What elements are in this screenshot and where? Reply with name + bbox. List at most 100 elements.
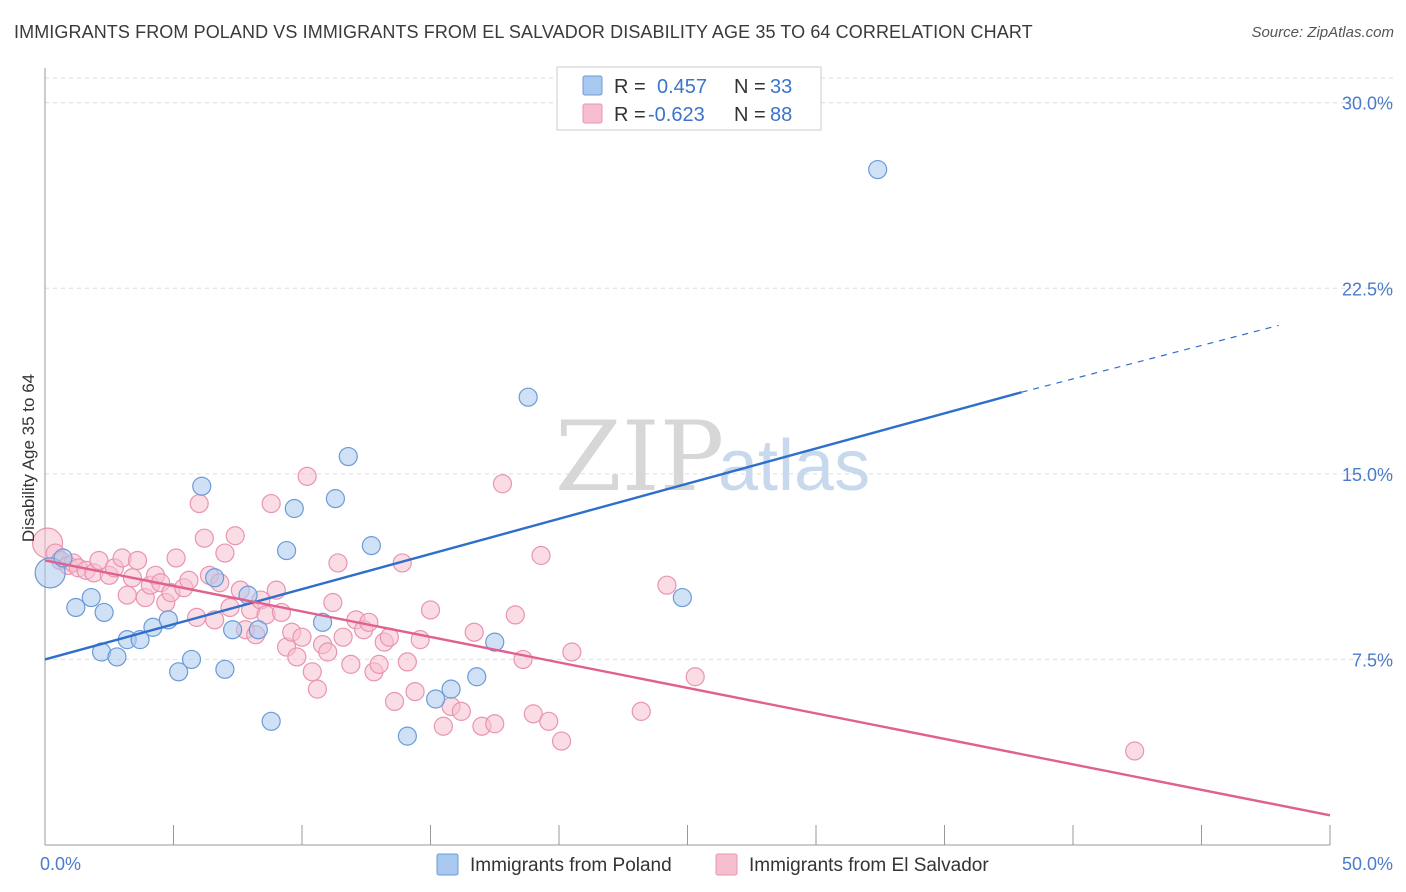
trend-layer xyxy=(44,324,1331,817)
elsalvador-point xyxy=(631,701,651,721)
grid-layer xyxy=(45,77,1393,660)
poland-point xyxy=(426,689,446,709)
elsalvador-point xyxy=(318,642,338,662)
legend-r-value-poland: 0.457 xyxy=(657,76,707,98)
elsalvador-point xyxy=(523,704,543,724)
elsalvador-point xyxy=(307,679,328,699)
elsalvador-point xyxy=(166,548,186,568)
points-layer xyxy=(31,159,1145,761)
elsalvador-point xyxy=(492,474,513,494)
legend-swatch-poland xyxy=(582,75,603,96)
elsalvador-point xyxy=(189,493,209,514)
y-tick-label: 30.0% xyxy=(1342,94,1393,114)
legend-swatch-elsalvador xyxy=(582,103,603,124)
poland-trend-line xyxy=(44,391,1022,661)
poland-point xyxy=(485,632,505,652)
elsalvador-point xyxy=(451,701,471,721)
poland-point xyxy=(215,659,235,679)
elsalvador-point xyxy=(333,627,353,647)
elsalvador-point xyxy=(341,654,361,674)
x-tick-label: 0.0% xyxy=(40,854,81,874)
elsalvador-point xyxy=(464,622,484,642)
elsalvador-point xyxy=(485,714,505,734)
elsalvador-point xyxy=(127,550,148,571)
poland-point xyxy=(223,620,243,640)
legend-n-label-poland: N = xyxy=(734,76,766,98)
poland-point xyxy=(868,159,888,180)
poland-point xyxy=(181,649,202,670)
watermark: ZIP atlas xyxy=(555,401,870,513)
watermark-atlas: atlas xyxy=(718,426,870,506)
elsalvador-point xyxy=(405,681,425,702)
poland-point xyxy=(107,647,127,667)
legend-n-value-poland: 33 xyxy=(770,76,792,98)
chart-title: IMMIGRANTS FROM POLAND VS IMMIGRANTS FRO… xyxy=(14,22,1033,42)
bottom-legend-swatch-poland xyxy=(436,853,459,876)
elsalvador-point xyxy=(89,550,109,571)
elsalvador-point xyxy=(328,553,348,573)
poland-point xyxy=(169,662,189,682)
elsalvador-point xyxy=(292,627,312,647)
watermark-zip: ZIP xyxy=(555,401,724,513)
elsalvador-point xyxy=(685,667,705,687)
poland-point xyxy=(248,620,268,640)
legend-n-label-elsalvador: N = xyxy=(734,104,766,126)
bottom-legend-label-poland: Immigrants from Poland xyxy=(470,855,672,876)
x-tick-label: 50.0% xyxy=(1342,854,1393,874)
poland-point xyxy=(284,498,304,519)
bottom-legend-label-elsalvador: Immigrants from El Salvador xyxy=(749,855,989,876)
poland-point xyxy=(276,540,297,561)
y-tick-label: 22.5% xyxy=(1342,279,1393,299)
poland-point xyxy=(261,711,281,731)
elsalvador-point xyxy=(302,662,322,682)
elsalvador-point xyxy=(225,526,245,546)
elsalvador-point xyxy=(261,493,281,514)
poland-point xyxy=(94,602,114,623)
elsalvador-trend-line xyxy=(44,559,1331,817)
legend-box: R = 0.457 N = 33 R = -0.623 N = 88 xyxy=(556,66,822,131)
elsalvador-point xyxy=(531,545,551,566)
elsalvador-point xyxy=(287,647,307,667)
poland-point xyxy=(325,489,346,509)
elsalvador-point xyxy=(562,642,582,662)
elsalvador-point xyxy=(215,543,235,563)
chart-source: Source: ZipAtlas.com xyxy=(1251,24,1394,41)
elsalvador-point xyxy=(420,600,441,620)
poland-point xyxy=(361,536,381,556)
poland-point xyxy=(205,568,225,588)
y-tick-label: 7.5% xyxy=(1352,650,1393,670)
elsalvador-point xyxy=(297,466,317,486)
y-tick-label: 15.0% xyxy=(1342,465,1393,485)
elsalvador-point xyxy=(433,716,453,736)
poland-point xyxy=(518,387,538,407)
poland-point xyxy=(397,726,417,746)
poland-point xyxy=(192,476,212,496)
legend-r-label-elsalvador: R = xyxy=(614,104,646,126)
elsalvador-point xyxy=(323,592,343,613)
poland-trend-extension xyxy=(1021,324,1279,393)
poland-point xyxy=(312,612,333,632)
elsalvador-point xyxy=(539,711,559,731)
elsalvador-point xyxy=(551,731,572,751)
bottom-legend-swatch-elsalvador xyxy=(715,853,738,876)
poland-point xyxy=(467,667,487,687)
bottom-legend: Immigrants from Poland Immigrants from E… xyxy=(436,853,989,876)
legend-r-value-elsalvador: -0.623 xyxy=(648,104,705,126)
elsalvador-point xyxy=(1125,741,1145,761)
elsalvador-point xyxy=(194,528,214,548)
poland-point xyxy=(338,446,358,467)
poland-point xyxy=(81,587,101,608)
elsalvador-point xyxy=(505,605,525,625)
y-axis-title: Disability Age 35 to 64 xyxy=(19,374,38,542)
poland-point xyxy=(66,597,86,618)
elsalvador-point xyxy=(369,654,389,674)
legend-n-value-elsalvador: 88 xyxy=(770,104,792,126)
legend-r-label-poland: R = xyxy=(614,76,646,98)
elsalvador-point xyxy=(384,691,405,712)
poland-point xyxy=(672,587,692,608)
elsalvador-point xyxy=(657,575,677,595)
poland-point xyxy=(441,679,461,699)
elsalvador-point xyxy=(117,585,137,605)
elsalvador-point xyxy=(397,652,417,672)
